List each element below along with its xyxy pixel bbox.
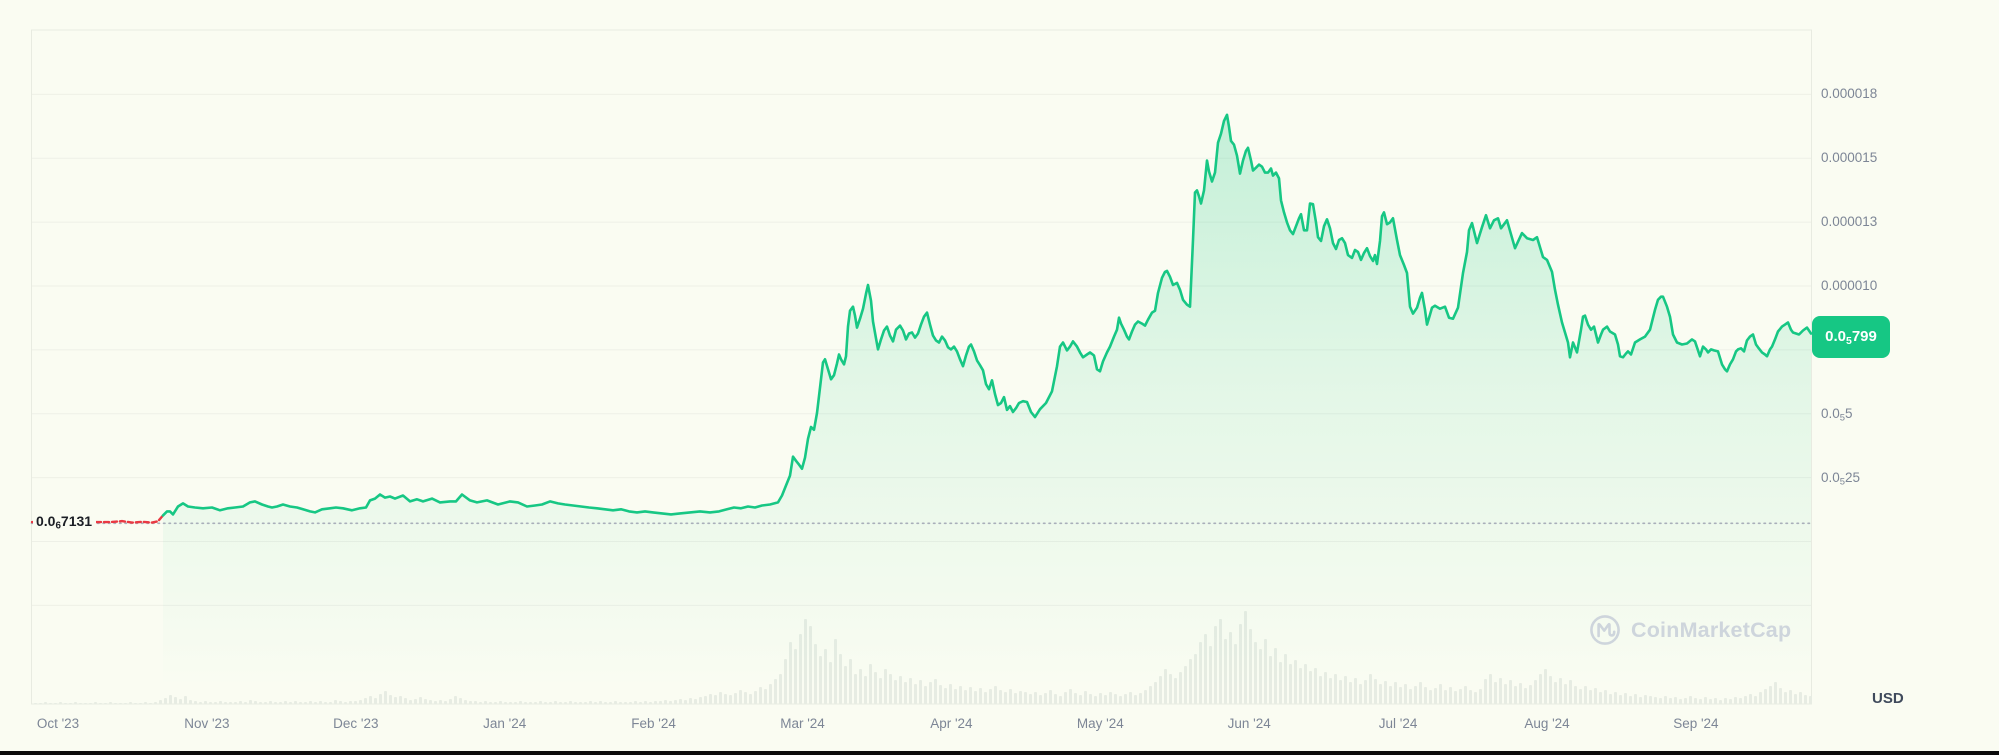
price-area-fill [163,114,1811,705]
start-price-label: 0.067131 [33,512,97,534]
start-price-value: 0.067131 [36,513,93,533]
x-tick-label: Apr '24 [930,716,973,731]
x-tick-label: May '24 [1076,716,1124,731]
coinmarketcap-logo-icon [1590,615,1620,645]
x-tick-label: Nov '23 [184,716,230,731]
current-price-badge: 0.05799 [1812,316,1890,359]
y-tick-label: 0.000018 [1821,86,1878,102]
y-tick-label: 0.000013 [1821,214,1878,230]
x-tick-label: Oct '23 [36,716,80,731]
y-tick-label: 0.0525 [1821,469,1861,488]
coinmarketcap-watermark-text: CoinMarketCap [1631,617,1792,642]
current-price-value: 0.05799 [1825,327,1877,347]
x-tick-label: Sep '24 [1673,716,1719,731]
x-tick-label: Feb '24 [631,716,676,731]
coinmarketcap-watermark: CoinMarketCap [1589,614,1791,646]
x-tick-label: Jun '24 [1227,716,1271,731]
y-tick-label: 0.055 [1821,405,1853,424]
y-tick-label: 0.000010 [1821,278,1878,293]
y-tick-label: 0.000015 [1821,150,1878,166]
x-tick-label: Jul '24 [1378,716,1418,731]
x-tick-label: Dec '23 [333,716,379,731]
x-tick-label: Jan '24 [483,716,527,731]
currency-label: USD [1872,690,1904,707]
x-tick-label: Mar '24 [780,716,825,731]
x-tick-label: Aug '24 [1524,716,1570,731]
bottom-edge-bar [0,751,1999,755]
price-line [161,113,1813,517]
